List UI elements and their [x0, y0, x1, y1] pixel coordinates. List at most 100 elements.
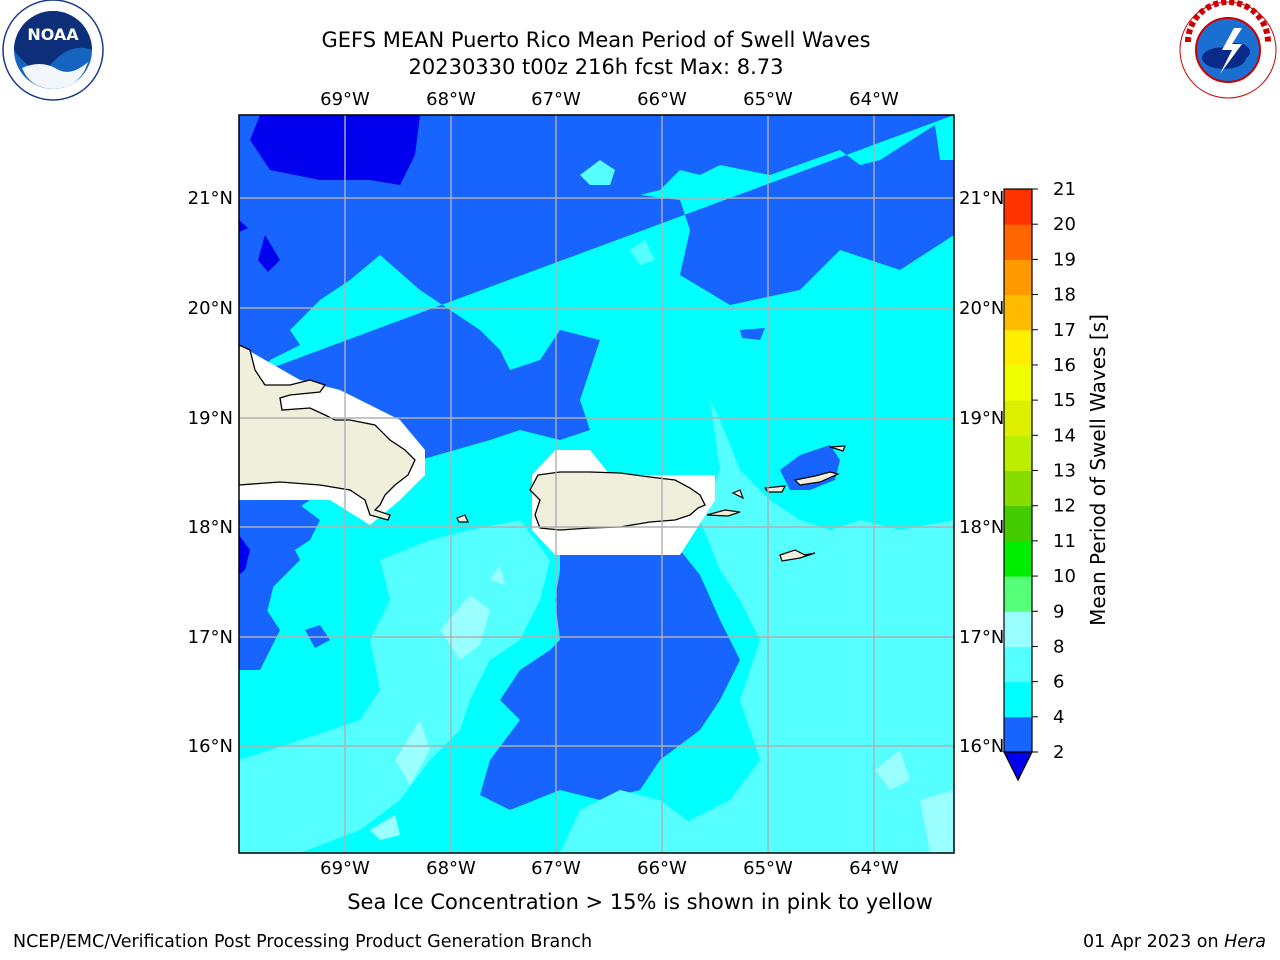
- lon-label-top: 68°W: [426, 89, 476, 110]
- colorbar-label: Mean Period of Swell Waves [s]: [1086, 314, 1110, 626]
- colorbar-swatch: [1004, 224, 1032, 260]
- lat-label-right: 17°N: [959, 627, 1004, 648]
- lat-label-left: 16°N: [188, 736, 233, 757]
- swell-contour-8-9-a: [440, 595, 490, 660]
- swell-contour-2-4-n1: [740, 328, 765, 340]
- footer-date-text: 01 Apr 2023 on: [1083, 932, 1225, 952]
- colorbar-swatch: [1004, 470, 1032, 507]
- colorbar-tick-label: 17: [1053, 320, 1076, 341]
- swell-contour-2-4-west: [239, 500, 320, 650]
- lon-label-bottom: 65°W: [743, 858, 793, 879]
- swell-contour-below-2-c: [239, 220, 248, 232]
- colorbar-tick-label: 19: [1053, 249, 1076, 270]
- map-field: [239, 115, 954, 853]
- lon-label-bottom: 64°W: [849, 858, 899, 879]
- swell-contour-8-9-f: [490, 565, 505, 585]
- map-frame: [238, 114, 955, 854]
- colorbar-tick-label: 21: [1053, 179, 1076, 200]
- graticule: [239, 115, 954, 853]
- colorbar-tick-label: 9: [1053, 601, 1064, 622]
- land-puerto-rico: [529, 471, 706, 531]
- lon-label-top: 67°W: [531, 89, 581, 110]
- land-tortola: [793, 471, 840, 486]
- swell-contour-6-8-south: [560, 790, 700, 853]
- colorbar-tick-label: 8: [1053, 636, 1064, 657]
- footer-date: 01 Apr 2023 on Hera: [1083, 932, 1266, 952]
- swell-contour-6-8-north2: [630, 240, 655, 265]
- colorbar-swatch: [1004, 681, 1032, 718]
- colorbar-swatch: [1004, 505, 1032, 542]
- noaa-logo-text: NOAA: [27, 25, 79, 44]
- colorbar-swatch: [1004, 400, 1032, 436]
- colorbar-swatch: [1004, 329, 1032, 366]
- colorbar-swatch: [1004, 259, 1032, 296]
- footer-credit: NCEP/EMC/Verification Post Processing Pr…: [13, 932, 593, 952]
- colorbar-swatch: [1004, 540, 1032, 577]
- colorbar-swatch: [1004, 294, 1032, 331]
- colorbar-swatch: [1004, 189, 1032, 225]
- lon-label-bottom: 66°W: [637, 858, 687, 879]
- colorbar-tick-label: 2: [1053, 742, 1064, 763]
- land-anegada: [829, 445, 846, 452]
- sea-ice-note: Sea Ice Concentration > 15% is shown in …: [347, 890, 933, 914]
- colorbar-tick-label: 13: [1053, 461, 1076, 482]
- chart-subtitle: 20230330 t00z 216h fcst Max: 8.73: [408, 55, 784, 79]
- swell-contour-8-9-b: [395, 720, 430, 785]
- colorbar-swatch: [1004, 576, 1032, 612]
- colorbar-swatch: [1004, 611, 1032, 647]
- swell-contour-below-2-a: [258, 235, 280, 272]
- swell-contour-below-2-b: [239, 535, 250, 575]
- colorbar-swatch: [1004, 646, 1032, 683]
- colorbar-tick-label: 16: [1053, 355, 1076, 376]
- colorbar-tick-label: 18: [1053, 285, 1076, 306]
- swell-contour-2-4-tongue: [480, 530, 740, 810]
- swell-contour-8-9-e: [920, 790, 954, 853]
- land-st-thomas: [763, 485, 787, 493]
- lon-label-top: 64°W: [849, 89, 899, 110]
- colorbar: 2 4 6 8 9 10 11 12 13 14 15 16 17 18 19 20 21: [1003, 179, 1076, 782]
- lon-label-top: 65°W: [743, 89, 793, 110]
- swell-contour-8-9-c: [370, 815, 400, 840]
- colorbar-tick-label: 10: [1053, 566, 1076, 587]
- colorbar-tick-label: 4: [1053, 707, 1064, 728]
- colorbar-swatch: [1004, 716, 1032, 753]
- lon-label-bottom: 68°W: [426, 858, 476, 879]
- colorbar-swatch: [1004, 435, 1032, 471]
- lat-label-left: 19°N: [188, 408, 233, 429]
- lat-label-right: 20°N: [959, 298, 1004, 319]
- lat-label-right: 19°N: [959, 408, 1004, 429]
- chart-title: GEFS MEAN Puerto Rico Mean Period of Swe…: [321, 28, 871, 52]
- swell-contour-6-8-north1: [580, 160, 615, 185]
- lat-label-left: 21°N: [188, 188, 233, 209]
- colorbar-tick-label: 15: [1053, 390, 1076, 411]
- footer-host: Hera: [1224, 932, 1266, 952]
- land-hispaniola: [239, 344, 416, 521]
- lat-label-left: 20°N: [188, 298, 233, 319]
- noaa-logo: NOAA: [2, 0, 104, 101]
- lat-label-left: 17°N: [188, 627, 233, 648]
- colorbar-tick-label: 6: [1053, 672, 1064, 693]
- land-vieques: [706, 509, 741, 517]
- colorbar-tick-label: 20: [1053, 214, 1076, 235]
- lon-label-bottom: 69°W: [320, 858, 370, 879]
- colorbar-tick-label: 14: [1053, 425, 1076, 446]
- land-culebra: [731, 489, 745, 500]
- lon-label-top: 69°W: [320, 89, 370, 110]
- colorbar-tick-label: 12: [1053, 496, 1076, 517]
- lat-label-right: 18°N: [959, 517, 1004, 538]
- colorbar-tick-label: 11: [1053, 531, 1076, 552]
- swell-contour-below-2-north: [250, 115, 420, 185]
- lat-label-right: 16°N: [959, 736, 1004, 757]
- colorbar-swatch: [1004, 364, 1032, 401]
- lat-label-right: 21°N: [959, 188, 1004, 209]
- nws-logo: [1179, 0, 1277, 99]
- swell-contour-6-8-east: [690, 400, 954, 853]
- lon-label-bottom: 67°W: [531, 858, 581, 879]
- colorbar-extend-arrow: [1003, 751, 1033, 782]
- lat-label-left: 18°N: [188, 517, 233, 538]
- lon-label-top: 66°W: [637, 89, 687, 110]
- land-st-croix: [779, 549, 816, 562]
- swell-contour-8-9-d: [875, 750, 910, 790]
- land-isla-de-mona: [456, 514, 469, 523]
